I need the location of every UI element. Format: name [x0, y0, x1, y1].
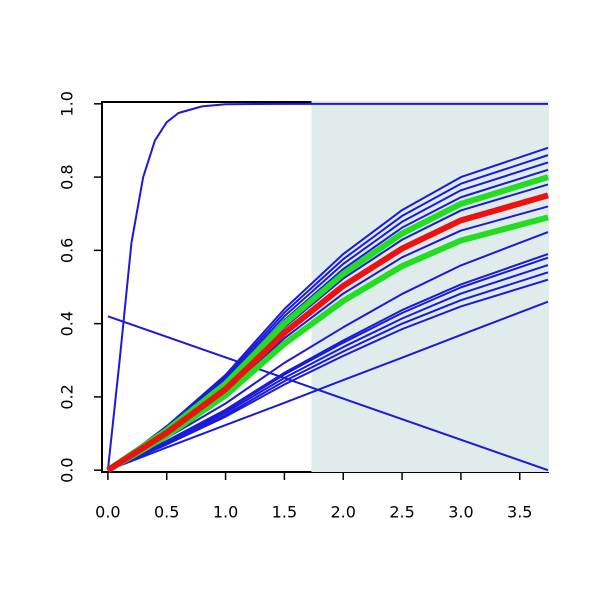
x-tick-label: 1.0 — [213, 503, 238, 522]
curve — [107, 300, 549, 472]
curve — [106, 102, 548, 471]
curve — [107, 264, 549, 472]
x-tick-label: 0.0 — [95, 503, 120, 522]
curve — [107, 315, 549, 472]
y-tick-label: 0.4 — [58, 311, 77, 336]
x-tick-label: 1.5 — [272, 503, 297, 522]
curve — [107, 271, 549, 472]
y-tick-label: 0.2 — [58, 384, 77, 409]
y-tick-label: 0.6 — [58, 238, 77, 263]
y-tick-label: 0.8 — [58, 164, 77, 189]
x-tick-label: 0.5 — [154, 503, 179, 522]
x-tick-label: 3.5 — [507, 503, 532, 522]
curve — [106, 192, 549, 473]
x-tick-label: 2.5 — [389, 503, 414, 522]
curve — [107, 278, 549, 472]
y-tick-label: 1.0 — [58, 91, 77, 116]
x-tick-label: 2.0 — [331, 503, 356, 522]
x-tick-label: 3.0 — [448, 503, 473, 522]
y-tick-label: 0.0 — [58, 457, 77, 482]
shaded-region — [311, 101, 549, 472]
